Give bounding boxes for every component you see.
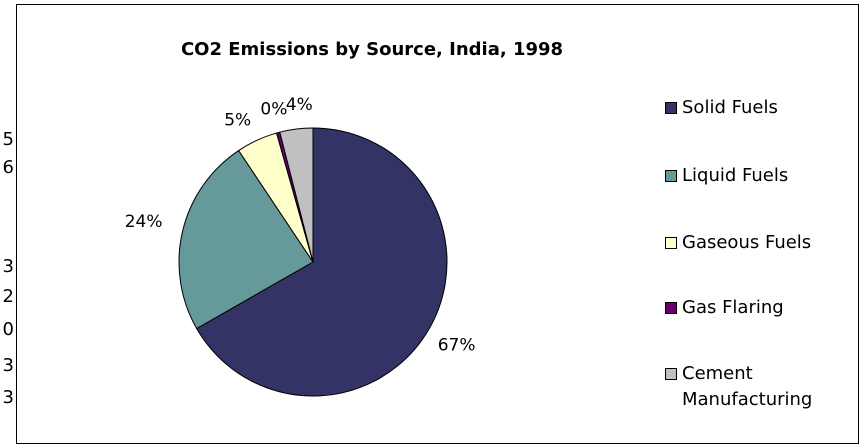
legend-swatch-cement-manufacturing bbox=[665, 368, 677, 380]
legend-label-gas-flaring: Gas Flaring bbox=[682, 297, 784, 319]
legend-label-solid-fuels: Solid Fuels bbox=[682, 97, 778, 119]
pie-slices bbox=[179, 128, 447, 396]
chart-area: CO2 Emissions by Source, India, 1998 67%… bbox=[16, 4, 859, 444]
legend-label-liquid-fuels: Liquid Fuels bbox=[682, 165, 788, 187]
data-label-solid-fuels: 67% bbox=[438, 335, 476, 355]
data-label-liquid-fuels: 24% bbox=[125, 212, 163, 232]
gutter-label: 2 bbox=[0, 287, 14, 307]
data-label-gas-flaring: 0% bbox=[260, 99, 287, 119]
gutter-label: 3 bbox=[0, 388, 14, 408]
gutter-label: 6 bbox=[0, 158, 14, 178]
legend-swatch-liquid-fuels bbox=[665, 170, 677, 182]
gutter-label: 5 bbox=[0, 130, 14, 150]
gutter-label: 0 bbox=[0, 320, 14, 340]
legend-swatch-solid-fuels bbox=[665, 102, 677, 114]
data-label-cement-manufacturing: 4% bbox=[286, 95, 313, 115]
data-label-gaseous-fuels: 5% bbox=[224, 110, 251, 130]
gutter-label: 3 bbox=[0, 356, 14, 376]
legend-label-cement-manufacturing: Cement Manufacturing bbox=[682, 361, 842, 413]
legend-swatch-gas-flaring bbox=[665, 302, 677, 314]
legend-label-gaseous-fuels: Gaseous Fuels bbox=[682, 232, 811, 254]
legend-swatch-gaseous-fuels bbox=[665, 237, 677, 249]
gutter-label: 3 bbox=[0, 257, 14, 277]
